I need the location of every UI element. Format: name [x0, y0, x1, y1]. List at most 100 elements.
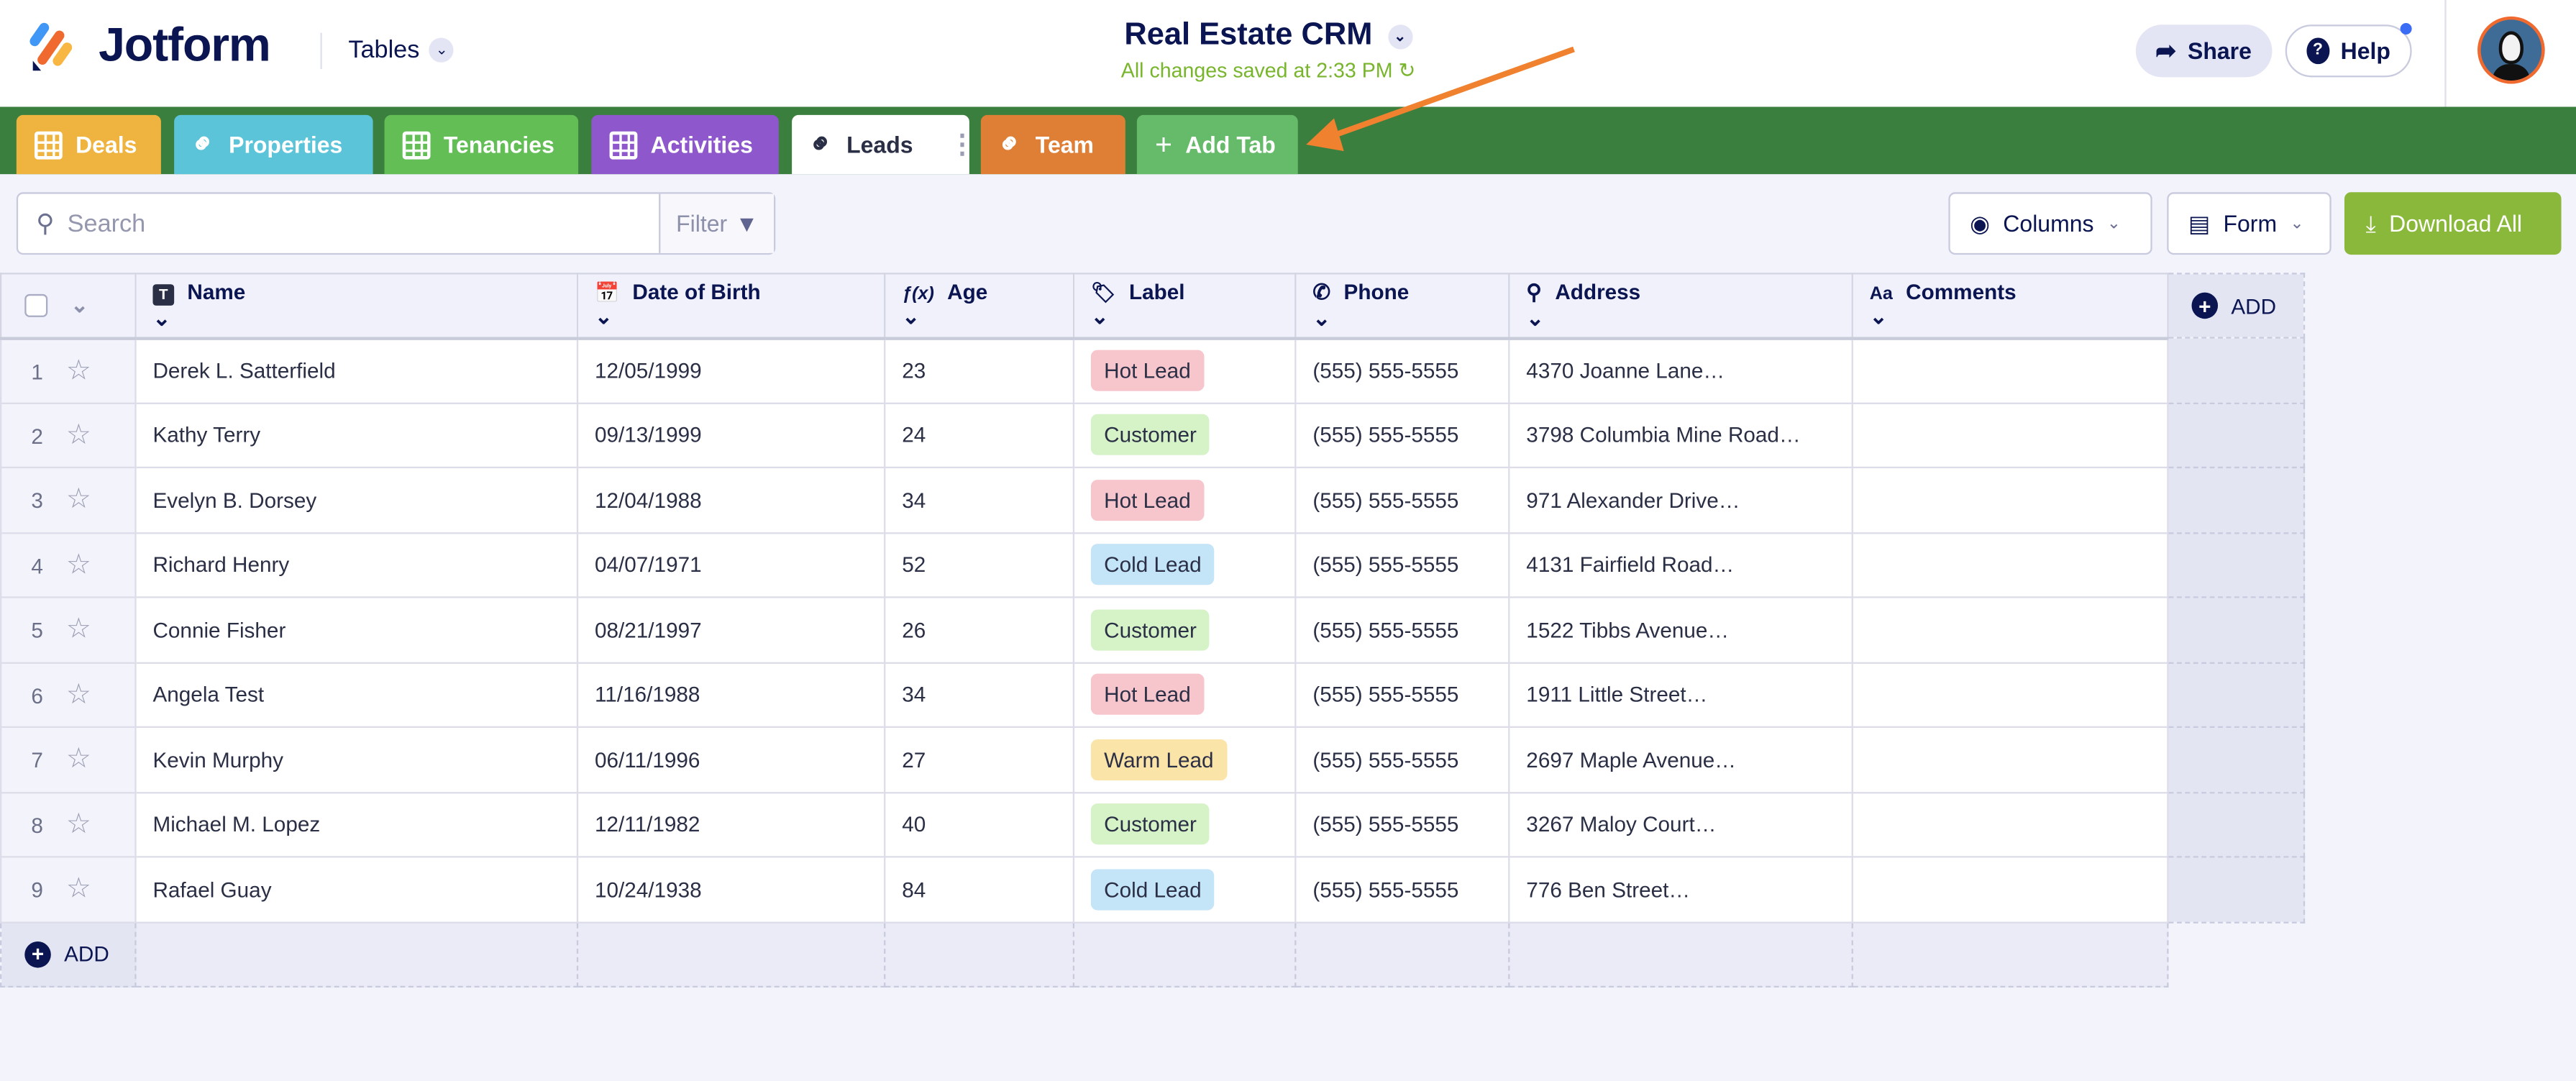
cell[interactable]: 12/05/1999 [576, 337, 886, 403]
cell[interactable] [1851, 401, 2169, 469]
chevron-down-icon[interactable]: ⌄ [70, 292, 89, 317]
cell[interactable]: 4131 Fairfield Road… [1508, 532, 1853, 598]
tab-tenancies[interactable]: Tenancies [384, 114, 579, 175]
share-button[interactable]: ➦ Share [2135, 24, 2273, 78]
cell[interactable]: (555) 555-5555 [1294, 726, 1510, 793]
add-column-button[interactable]: + ADD [2167, 273, 2306, 339]
tab-leads[interactable]: ⚭ Leads ⋮ [792, 114, 975, 175]
table-row[interactable]: 6 ☆ Angela Test 11/16/1988 34 Hot Lead (555) 5… [0, 661, 2306, 729]
column-header-name[interactable]: T Name ⌄ [134, 273, 579, 339]
cell[interactable]: 52 [884, 532, 1075, 598]
label-cell[interactable]: Customer [1072, 596, 1297, 663]
column-header-label[interactable]: 🏷 Label ⌄ [1072, 273, 1297, 339]
label-cell[interactable]: Cold Lead [1072, 532, 1297, 598]
column-header-address[interactable]: ⚲ Address ⌄ [1508, 273, 1853, 339]
cell[interactable]: (555) 555-5555 [1294, 401, 1510, 469]
tab-team[interactable]: ⚭ Team [980, 114, 1125, 175]
cell[interactable]: Richard Henry [134, 532, 579, 598]
table-title[interactable]: Real Estate CRM ⌄ [986, 18, 1551, 54]
cell[interactable]: 1911 Little Street… [1508, 661, 1853, 729]
cell[interactable]: 1522 Tibbs Avenue… [1508, 596, 1853, 663]
star-icon[interactable]: ☆ [65, 808, 91, 839]
chevron-down-icon[interactable]: ⌄ [152, 304, 171, 330]
cell[interactable]: (555) 555-5555 [1294, 791, 1510, 858]
cell[interactable]: 12/11/1982 [576, 791, 886, 858]
product-switcher[interactable]: Tables ⌄ [348, 36, 455, 64]
cell[interactable]: Michael M. Lopez [134, 791, 579, 858]
star-icon[interactable]: ☆ [65, 678, 91, 710]
cell[interactable]: Kathy Terry [134, 401, 579, 469]
star-icon[interactable]: ☆ [65, 418, 91, 450]
cell[interactable]: 27 [884, 726, 1075, 793]
columns-button[interactable]: ◉ Columns ⌄ [1948, 192, 2152, 255]
column-header-date-of-birth[interactable]: 📅 Date of Birth ⌄ [576, 273, 886, 339]
cell[interactable] [1851, 596, 2169, 663]
table-row[interactable]: 7 ☆ Kevin Murphy 06/11/1996 27 Warm Lead (555)… [0, 726, 2306, 793]
cell[interactable]: (555) 555-5555 [1294, 856, 1510, 923]
table-row[interactable]: 5 ☆ Connie Fisher 08/21/1997 26 Customer (555)… [0, 596, 2306, 663]
label-cell[interactable]: Hot Lead [1072, 661, 1297, 729]
star-icon[interactable]: ☆ [65, 354, 91, 386]
label-cell[interactable]: Customer [1072, 791, 1297, 858]
search-input[interactable]: ⚲ Search [18, 194, 659, 253]
tab-deals[interactable]: Deals [16, 114, 161, 175]
select-all-checkbox[interactable] [24, 293, 48, 317]
cell[interactable]: Derek L. Satterfield [134, 337, 579, 403]
cell[interactable]: 84 [884, 856, 1075, 923]
cell[interactable]: 09/13/1999 [576, 401, 886, 469]
cell[interactable]: (555) 555-5555 [1294, 337, 1510, 403]
cell[interactable] [1851, 791, 2169, 858]
cell[interactable] [1851, 337, 2169, 403]
cell[interactable]: 08/21/1997 [576, 596, 886, 663]
chevron-down-icon[interactable]: ⌄ [1090, 304, 1109, 329]
table-row[interactable]: 1 ☆ Derek L. Satterfield 12/05/1999 23 Hot Le… [0, 337, 2306, 403]
cell[interactable]: 3267 Maloy Court… [1508, 791, 1853, 858]
cell[interactable]: 10/24/1938 [576, 856, 886, 923]
add-row-button[interactable]: + ADD [0, 921, 137, 988]
cell[interactable]: 776 Ben Street… [1508, 856, 1853, 923]
filter-button[interactable]: Filter ▼ [659, 193, 774, 253]
cell[interactable]: Evelyn B. Dorsey [134, 466, 579, 534]
cell[interactable]: 04/07/1971 [576, 532, 886, 598]
table-row[interactable]: 2 ☆ Kathy Terry 09/13/1999 24 Customer (555) 5… [0, 401, 2306, 469]
column-header-age[interactable]: ƒ(x) Age ⌄ [884, 273, 1075, 339]
cell[interactable] [1851, 532, 2169, 598]
star-icon[interactable]: ☆ [65, 613, 91, 645]
star-icon[interactable]: ☆ [65, 483, 91, 515]
cell[interactable]: 4370 Joanne Lane… [1508, 337, 1853, 403]
form-button[interactable]: ▤ Form ⌄ [2167, 192, 2331, 255]
more-vertical-icon[interactable]: ⋮ [949, 131, 976, 160]
cell[interactable]: 40 [884, 791, 1075, 858]
tab-properties[interactable]: ⚭ Properties [174, 114, 373, 175]
download-all-button[interactable]: ⤓ Download All [2344, 192, 2562, 255]
cell[interactable]: 26 [884, 596, 1075, 663]
add-tab-button[interactable]: + Add Tab [1136, 114, 1298, 175]
chevron-down-icon[interactable]: ⌄ [1869, 304, 1888, 329]
cell[interactable] [1851, 856, 2169, 923]
cell[interactable]: Kevin Murphy [134, 726, 579, 793]
chevron-down-icon[interactable]: ⌄ [902, 304, 921, 329]
table-row[interactable]: 9 ☆ Rafael Guay 10/24/1938 84 Cold Lead (555) … [0, 856, 2306, 923]
star-icon[interactable]: ☆ [65, 548, 91, 580]
cell[interactable] [1851, 661, 2169, 729]
help-button[interactable]: ? Help [2285, 24, 2412, 78]
cell[interactable]: 11/16/1988 [576, 661, 886, 729]
table-row[interactable]: 4 ☆ Richard Henry 04/07/1971 52 Cold Lead (555… [0, 532, 2306, 598]
cell[interactable]: (555) 555-5555 [1294, 532, 1510, 598]
cell[interactable]: Angela Test [134, 661, 579, 729]
cell[interactable]: 34 [884, 466, 1075, 534]
cell[interactable]: 34 [884, 661, 1075, 729]
cell[interactable] [1851, 726, 2169, 793]
cell[interactable]: (555) 555-5555 [1294, 466, 1510, 534]
chevron-down-icon[interactable]: ⌄ [1312, 305, 1331, 330]
cell[interactable]: Rafael Guay [134, 856, 579, 923]
cell[interactable]: 12/04/1988 [576, 466, 886, 534]
cell[interactable]: 23 [884, 337, 1075, 403]
star-icon[interactable]: ☆ [65, 743, 91, 775]
label-cell[interactable]: Cold Lead [1072, 856, 1297, 923]
label-cell[interactable]: Hot Lead [1072, 337, 1297, 403]
cell[interactable]: (555) 555-5555 [1294, 661, 1510, 729]
cell[interactable]: (555) 555-5555 [1294, 596, 1510, 663]
table-row[interactable]: 3 ☆ Evelyn B. Dorsey 12/04/1988 34 Hot Lead (5… [0, 466, 2306, 534]
tab-activities[interactable]: Activities [591, 114, 779, 175]
